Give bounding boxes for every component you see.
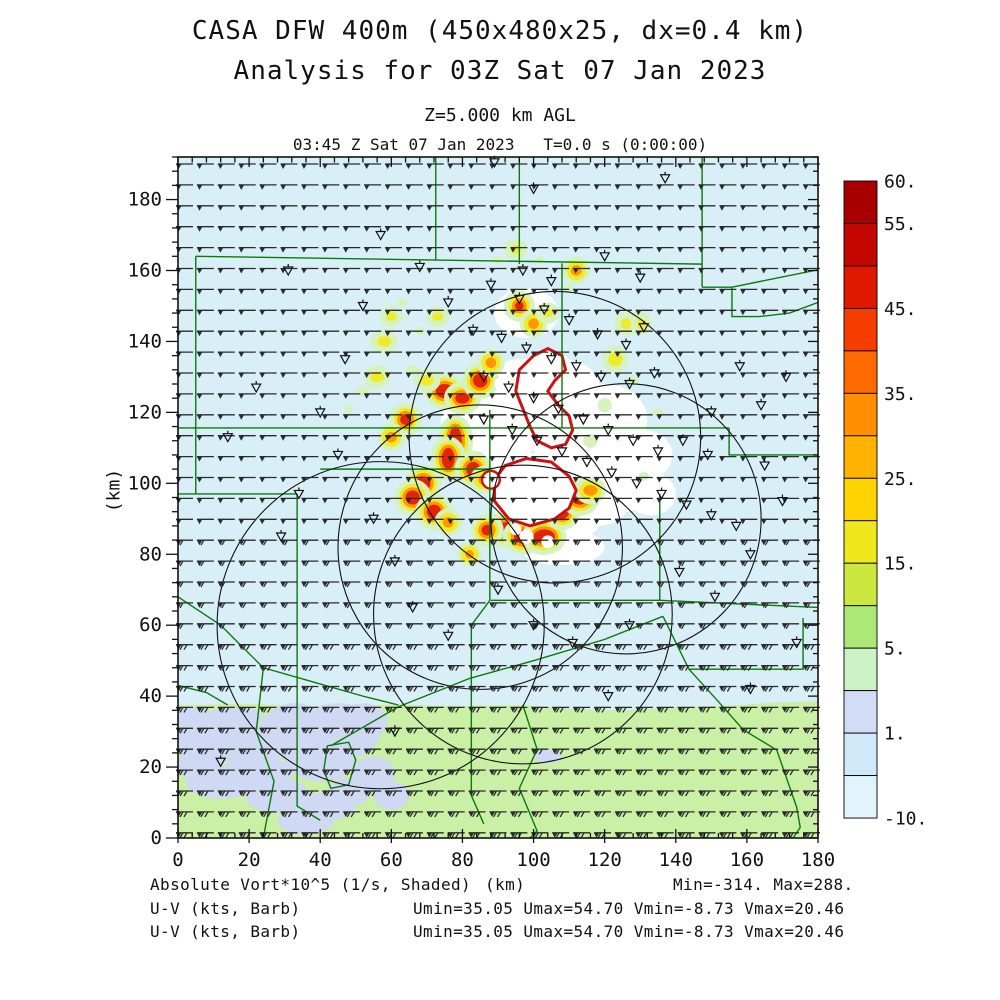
- svg-text:140: 140: [659, 849, 693, 871]
- storm-markers: [215, 155, 803, 768]
- time-label: 03:45 Z Sat 07 Jan 2023 T=0.0 s (0:00:00…: [292, 135, 708, 154]
- svg-text:180: 180: [128, 189, 162, 211]
- field-minmax: Min=-314. Max=288.: [673, 875, 854, 894]
- svg-text:20: 20: [139, 756, 162, 778]
- county-boundaries: [178, 157, 818, 838]
- svg-text:80: 80: [139, 543, 162, 565]
- svg-text:120: 120: [128, 401, 162, 423]
- svg-text:-10.: -10.: [884, 809, 927, 830]
- colorbar-labels: 60. 55. 45. 35. 25. 15. 5. 1. -10.: [884, 172, 927, 830]
- svg-text:60: 60: [380, 849, 403, 871]
- svg-text:15.: 15.: [884, 554, 917, 575]
- svg-text:160: 160: [128, 260, 162, 282]
- level-label: Z=5.000 km AGL: [424, 105, 576, 126]
- colorbar: [843, 180, 878, 819]
- wind-stats-1: Umin=35.05 Umax=54.70 Vmin=-8.73 Vmax=20…: [413, 899, 845, 918]
- svg-text:80: 80: [451, 849, 474, 871]
- svg-text:20: 20: [238, 849, 261, 871]
- svg-text:140: 140: [128, 330, 162, 352]
- wind-label-2: U-V (kts, Barb): [150, 922, 301, 941]
- field-label: Absolute Vort*10^5 (1/s, Shaded): [150, 875, 472, 894]
- svg-text:25.: 25.: [884, 469, 917, 490]
- svg-text:180: 180: [801, 849, 835, 871]
- svg-text:40: 40: [139, 685, 162, 707]
- svg-text:160: 160: [730, 849, 764, 871]
- svg-text:5.: 5.: [884, 639, 906, 660]
- page-subtitle: Analysis for 03Z Sat 07 Jan 2023: [233, 56, 767, 86]
- wind-stats-2: Umin=35.05 Umax=54.70 Vmin=-8.73 Vmax=20…: [413, 922, 845, 941]
- svg-text:100: 100: [516, 849, 550, 871]
- svg-text:55.: 55.: [884, 214, 917, 235]
- svg-text:40: 40: [309, 849, 332, 871]
- axis-ticks: [166, 156, 819, 843]
- wind-barbs: [176, 163, 820, 839]
- svg-text:100: 100: [128, 472, 162, 494]
- svg-text:60.: 60.: [884, 172, 917, 193]
- x-axis-unit-label: (km): [485, 875, 526, 894]
- svg-text:0: 0: [172, 849, 183, 871]
- svg-text:60: 60: [139, 614, 162, 636]
- svg-text:1.: 1.: [884, 724, 906, 745]
- svg-text:0: 0: [151, 827, 162, 849]
- wind-label-1: U-V (kts, Barb): [150, 899, 301, 918]
- x-tick-labels: 0 20 40 60 80 100 120 140 160 180: [172, 849, 835, 871]
- page-title: CASA DFW 400m (450x480x25, dx=0.4 km): [191, 16, 809, 46]
- y-tick-labels: 0 20 40 60 80 100 120 140 160 180: [128, 189, 162, 849]
- svg-text:120: 120: [588, 849, 622, 871]
- svg-text:45.: 45.: [884, 299, 917, 320]
- svg-text:35.: 35.: [884, 384, 917, 405]
